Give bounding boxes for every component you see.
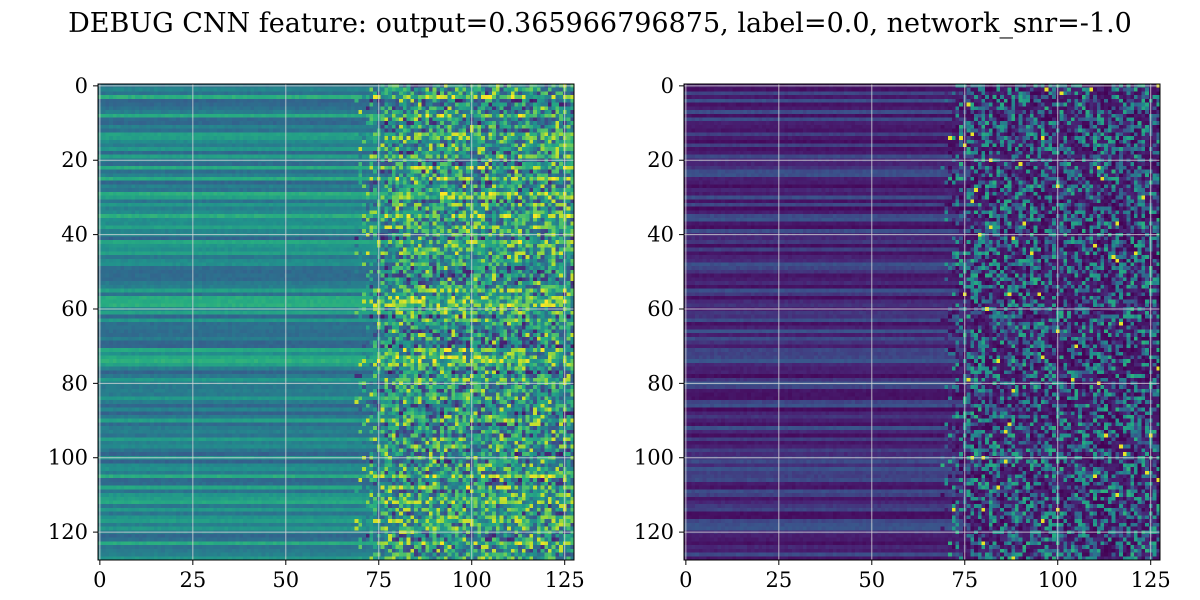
x-tick-label: 100 [1038,568,1078,592]
x-tick-label: 0 [679,568,692,592]
y-tick-label: 100 [634,446,674,470]
y-tick-label: 120 [48,520,88,544]
y-tick-label: 100 [48,446,88,470]
y-tick-label: 60 [61,297,88,321]
y-tick-label: 20 [647,148,674,172]
heatmap-right: 0 25 50 75 100 125 0 20 40 60 80 100 120 [634,74,1171,592]
x-tick-label: 75 [365,568,392,592]
x-tick-label: 100 [452,568,492,592]
y-tick-label: 20 [61,148,88,172]
x-tick-label: 50 [858,568,885,592]
x-tick-label: 25 [765,568,792,592]
x-tick-label: 75 [951,568,978,592]
x-tick-label: 25 [179,568,206,592]
axes-frame [97,83,575,561]
y-tick-label: 80 [647,371,674,395]
y-tick-label: 0 [75,74,88,98]
x-tick-label: 125 [545,568,585,592]
x-tick-label: 0 [93,568,106,592]
axes-frame [683,83,1161,561]
y-tick-label: 40 [647,223,674,247]
y-tick-label: 0 [661,74,674,98]
heatmap-image [98,84,574,560]
y-tick-label: 120 [634,520,674,544]
y-tick-label: 60 [647,297,674,321]
y-tick-label: 80 [61,371,88,395]
x-tick-label: 125 [1131,568,1171,592]
figure-title: DEBUG CNN feature: output=0.365966796875… [68,8,1132,39]
x-tick-label: 50 [272,568,299,592]
y-tick-label: 40 [61,223,88,247]
heatmap-left: 0 25 50 75 100 125 0 20 40 60 80 100 120 [48,74,585,592]
heatmap-image [684,84,1160,560]
